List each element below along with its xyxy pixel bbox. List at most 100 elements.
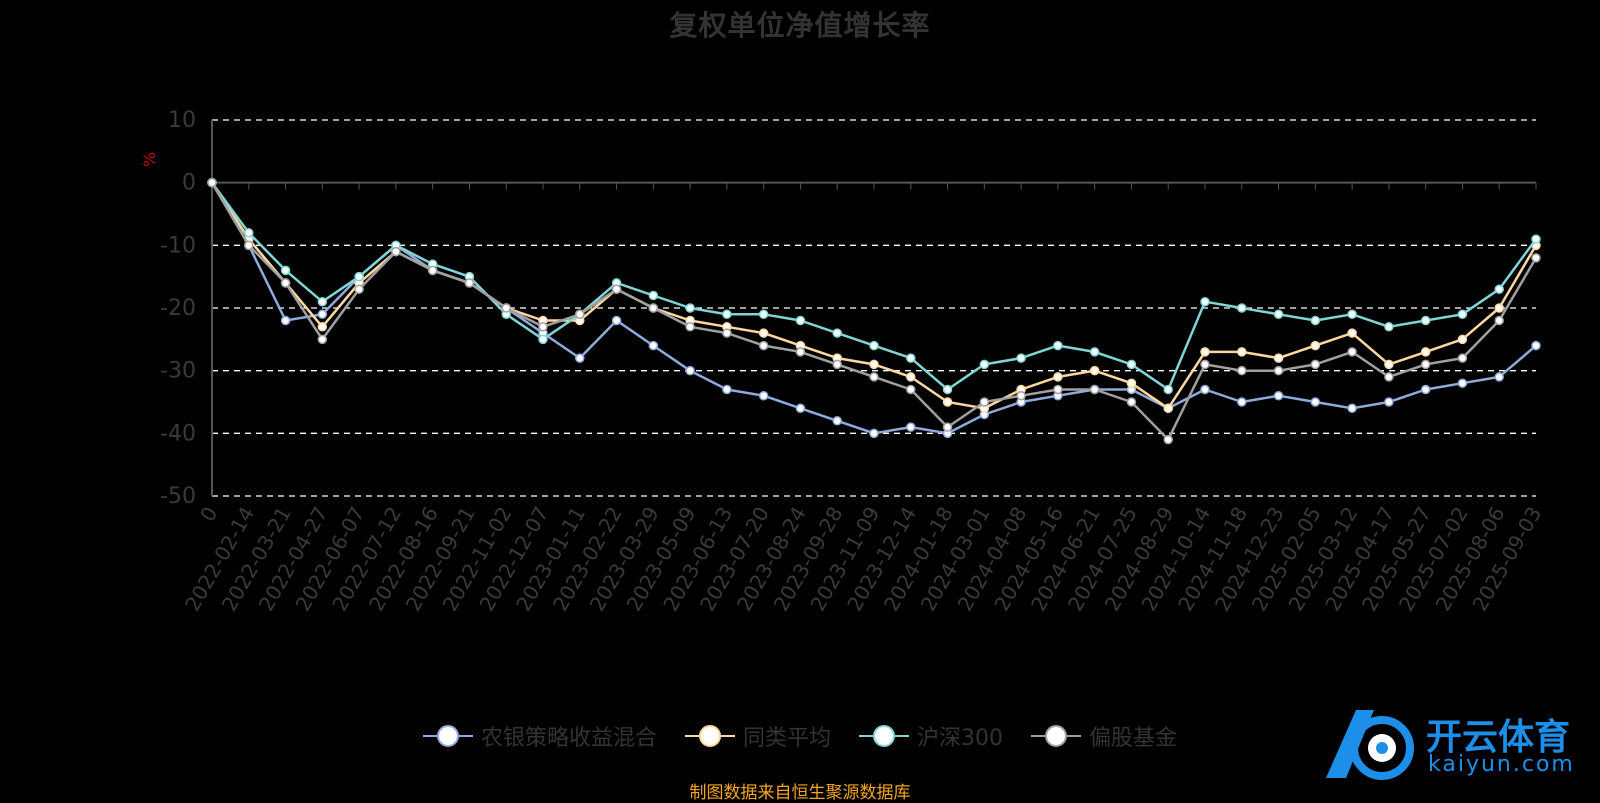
legend-label: 同类平均 — [742, 726, 831, 751]
series-point-1 — [795, 403, 806, 414]
series-point-3 — [1053, 340, 1063, 351]
series-point-3 — [1531, 234, 1541, 244]
series-point-2 — [1053, 372, 1063, 382]
series-point-3 — [795, 315, 806, 326]
legend-label: 偏股基金 — [1089, 726, 1178, 751]
series-point-3 — [648, 290, 659, 301]
chart-title: 复权单位净值增长率 — [669, 9, 931, 42]
legend-marker-icon — [859, 724, 909, 748]
y-tick-label: -20 — [160, 296, 196, 321]
k-logo-icon — [1326, 710, 1414, 780]
series-line-4 — [210, 182, 1538, 441]
source-note: 制图数据来自恒生聚源数据库 — [689, 783, 911, 803]
series-point-3 — [1126, 359, 1137, 370]
series-point-1 — [1347, 403, 1357, 414]
series-point-4 — [464, 278, 475, 288]
series-point-1 — [722, 384, 732, 395]
series-point-3 — [1089, 347, 1100, 357]
series-point-4 — [1457, 353, 1468, 363]
series-point-4 — [906, 384, 916, 395]
series-point-3 — [758, 309, 769, 320]
legend-item-series3[interactable]: 沪深300 — [859, 720, 1003, 752]
series-point-2 — [906, 372, 916, 382]
series-point-4 — [244, 240, 254, 251]
series-point-4 — [1384, 372, 1394, 382]
series-point-4 — [317, 334, 328, 345]
series-point-4 — [1163, 434, 1173, 445]
series-point-1 — [280, 315, 291, 326]
series-point-2 — [1089, 365, 1100, 376]
series-point-4 — [354, 284, 364, 294]
series-point-3 — [1384, 322, 1394, 332]
series-point-4 — [280, 278, 291, 288]
legend-item-series1[interactable]: 农银策略收益混合 — [422, 720, 657, 752]
series-point-2 — [1237, 347, 1247, 357]
series-point-4 — [869, 372, 879, 382]
series-point-3 — [1310, 315, 1321, 326]
series-point-4 — [1310, 359, 1321, 370]
legend-marker-icon — [684, 724, 735, 748]
series-point-4 — [1237, 365, 1247, 376]
series-point-4 — [758, 340, 769, 351]
series-point-1 — [869, 428, 879, 439]
series-point-1 — [832, 416, 842, 426]
series-point-4 — [1347, 347, 1357, 357]
series-point-1 — [611, 315, 622, 326]
series-point-1 — [1273, 390, 1284, 401]
series-point-4 — [1016, 390, 1026, 401]
series-point-1 — [758, 390, 769, 401]
series-point-1 — [1531, 340, 1541, 351]
series-point-1 — [1494, 372, 1504, 382]
series-point-3 — [1237, 303, 1247, 313]
series-point-2 — [758, 328, 769, 338]
series-point-2 — [1310, 340, 1321, 351]
series-point-3 — [722, 309, 732, 320]
series-point-3 — [244, 228, 254, 238]
series-point-2 — [1163, 403, 1173, 414]
series-point-4 — [391, 246, 401, 257]
series-point-1 — [1310, 397, 1321, 407]
series-point-1 — [685, 365, 695, 376]
series-point-2 — [1457, 334, 1468, 345]
series-point-3 — [1457, 309, 1468, 320]
series-point-4 — [1420, 359, 1431, 370]
series-point-1 — [648, 340, 659, 351]
series-point-2 — [1347, 328, 1357, 338]
series-point-3 — [979, 359, 990, 370]
legend-label: 农银策略收益混合 — [480, 726, 657, 751]
series-point-2 — [1126, 378, 1137, 388]
series-point-3 — [1273, 309, 1284, 320]
series-point-1 — [906, 422, 916, 432]
series-point-3 — [1163, 384, 1173, 395]
brand-logo: 开云体育 kaiyun.com — [1316, 700, 1586, 790]
series-point-3 — [1494, 284, 1504, 294]
series-point-3 — [1347, 309, 1357, 320]
series-point-2 — [942, 397, 953, 407]
y-tick-label: 0 — [182, 171, 196, 196]
legend-item-series4[interactable]: 偏股基金 — [1031, 720, 1177, 752]
y-tick-label: -10 — [160, 233, 196, 258]
series-point-1 — [1384, 397, 1394, 407]
series-point-4 — [795, 347, 806, 357]
y-tick-label: -40 — [160, 421, 196, 446]
series-point-2 — [1273, 353, 1284, 363]
series-point-3 — [1420, 315, 1431, 326]
series-point-3 — [538, 334, 548, 345]
series-point-2 — [1420, 347, 1431, 357]
series-point-2 — [1494, 303, 1504, 313]
series-point-4 — [1053, 384, 1063, 395]
series-point-3 — [317, 296, 328, 307]
series-point-3 — [1200, 296, 1210, 307]
series-point-4 — [979, 397, 990, 407]
series-point-4 — [1126, 397, 1137, 407]
y-axis-unit-label: % — [140, 151, 160, 168]
series-point-4 — [1494, 315, 1504, 326]
series-point-3 — [869, 340, 879, 351]
series-point-4 — [1273, 365, 1284, 376]
series-point-4 — [501, 303, 511, 313]
series-point-4 — [207, 177, 217, 188]
series-point-1 — [1237, 397, 1247, 407]
legend-item-series2[interactable]: 同类平均 — [684, 720, 831, 752]
series-point-1 — [1200, 384, 1210, 395]
series-point-3 — [832, 328, 842, 338]
